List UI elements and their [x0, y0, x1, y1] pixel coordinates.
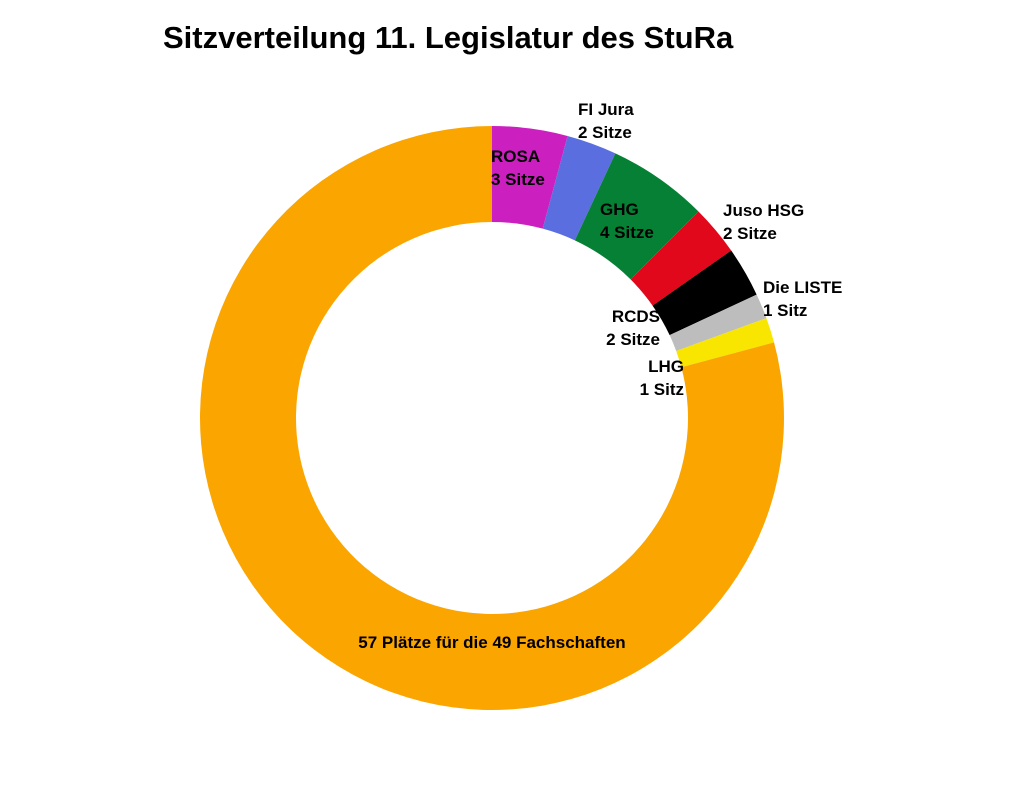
slice-fi-jura: [542, 135, 616, 241]
label-lhg: LHG 1 Sitz: [640, 357, 684, 399]
label-juso-hsg: Juso HSG 2 Sitze: [723, 201, 804, 243]
chart-title: Sitzverteilung 11. Legislatur des StuRa: [163, 20, 734, 55]
label-fi-jura: FI Jura 2 Sitze: [578, 100, 634, 142]
label-die-liste: Die LISTE 1 Sitz: [763, 278, 842, 320]
label-fachschaften: 57 Plätze für die 49 Fachschaften: [358, 633, 625, 652]
label-ghg: GHG 4 Sitze: [600, 200, 654, 242]
slice-fachschaften: [199, 126, 784, 710]
slice-juso-hsg: [630, 211, 732, 306]
slice-die-liste: [669, 294, 767, 351]
label-rcds: RCDS 2 Sitze: [606, 307, 660, 349]
slice-rcds: [652, 250, 757, 336]
slice-ghg: [574, 153, 699, 280]
slice-lhg: [676, 318, 775, 368]
slice-rosa: [492, 126, 568, 229]
label-rosa: ROSA 3 Sitze: [491, 147, 545, 189]
